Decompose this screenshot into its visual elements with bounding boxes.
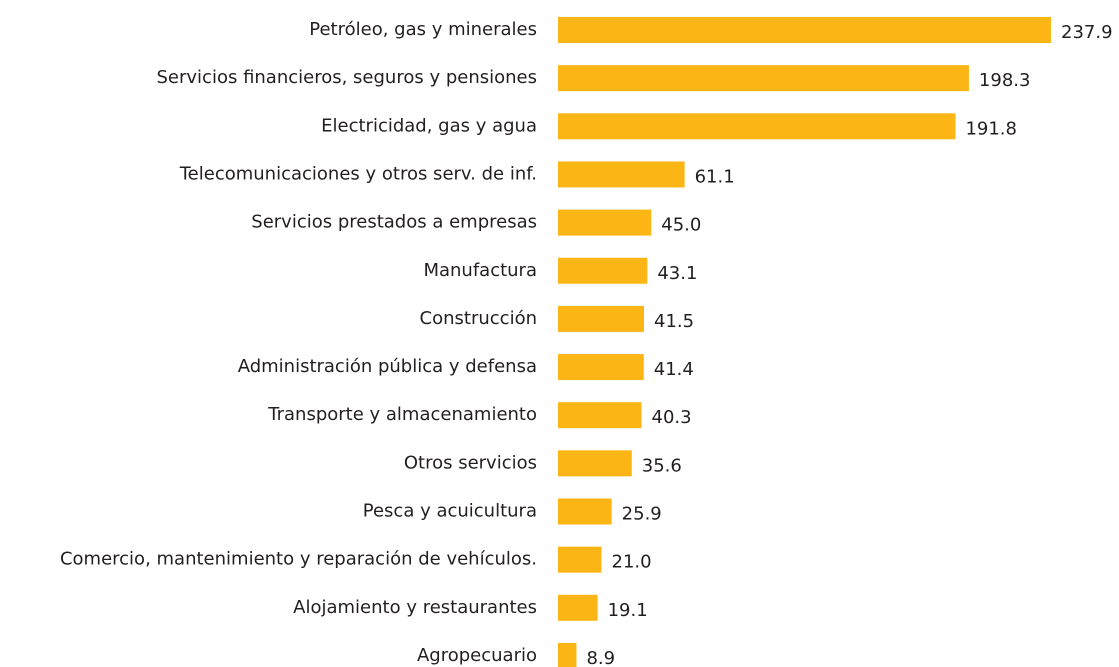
category-label: Manufactura [423, 260, 537, 281]
value-label: 19.1 [608, 600, 648, 621]
value-label: 43.1 [657, 263, 697, 284]
value-label: 8.9 [586, 648, 615, 667]
category-label: Alojamiento y restaurantes [293, 597, 537, 618]
category-label: Servicios prestados a empresas [251, 212, 537, 233]
value-label: 191.8 [965, 118, 1017, 139]
bar [558, 354, 644, 381]
category-label: Petróleo, gas y minerales [309, 19, 537, 40]
value-label: 45.0 [661, 215, 701, 236]
bar [558, 594, 598, 621]
category-label: Comercio, mantenimiento y reparación de … [60, 549, 537, 570]
category-label: Pesca y acuicultura [363, 501, 537, 522]
value-label: 40.3 [652, 407, 692, 428]
bar [558, 450, 632, 477]
category-label: Construcción [420, 308, 537, 329]
category-label: Administración pública y defensa [238, 356, 537, 377]
bar [558, 161, 685, 188]
value-label: 41.5 [654, 311, 694, 332]
category-label: Transporte y almacenamiento [267, 404, 537, 425]
bar [558, 113, 956, 140]
bar [558, 546, 602, 573]
category-label: Otros servicios [404, 452, 537, 473]
category-label: Telecomunicaciones y otros serv. de inf. [179, 163, 537, 184]
category-label: Electricidad, gas y agua [321, 115, 537, 136]
value-label: 25.9 [622, 504, 662, 525]
bar [558, 257, 648, 284]
value-label: 237.9 [1061, 22, 1113, 43]
bar [558, 209, 652, 236]
value-label: 35.6 [642, 455, 682, 476]
category-label: Servicios financieros, seguros y pension… [157, 67, 538, 88]
bar [558, 498, 612, 525]
value-label: 41.4 [654, 359, 694, 380]
bar [558, 65, 969, 92]
bar [558, 17, 1051, 43]
category-label: Agropecuario [417, 645, 537, 666]
value-label: 21.0 [612, 552, 652, 573]
bar [558, 402, 642, 429]
value-label: 198.3 [979, 70, 1031, 91]
bar [558, 305, 645, 332]
bar [558, 642, 577, 667]
value-label: 61.1 [695, 166, 735, 187]
